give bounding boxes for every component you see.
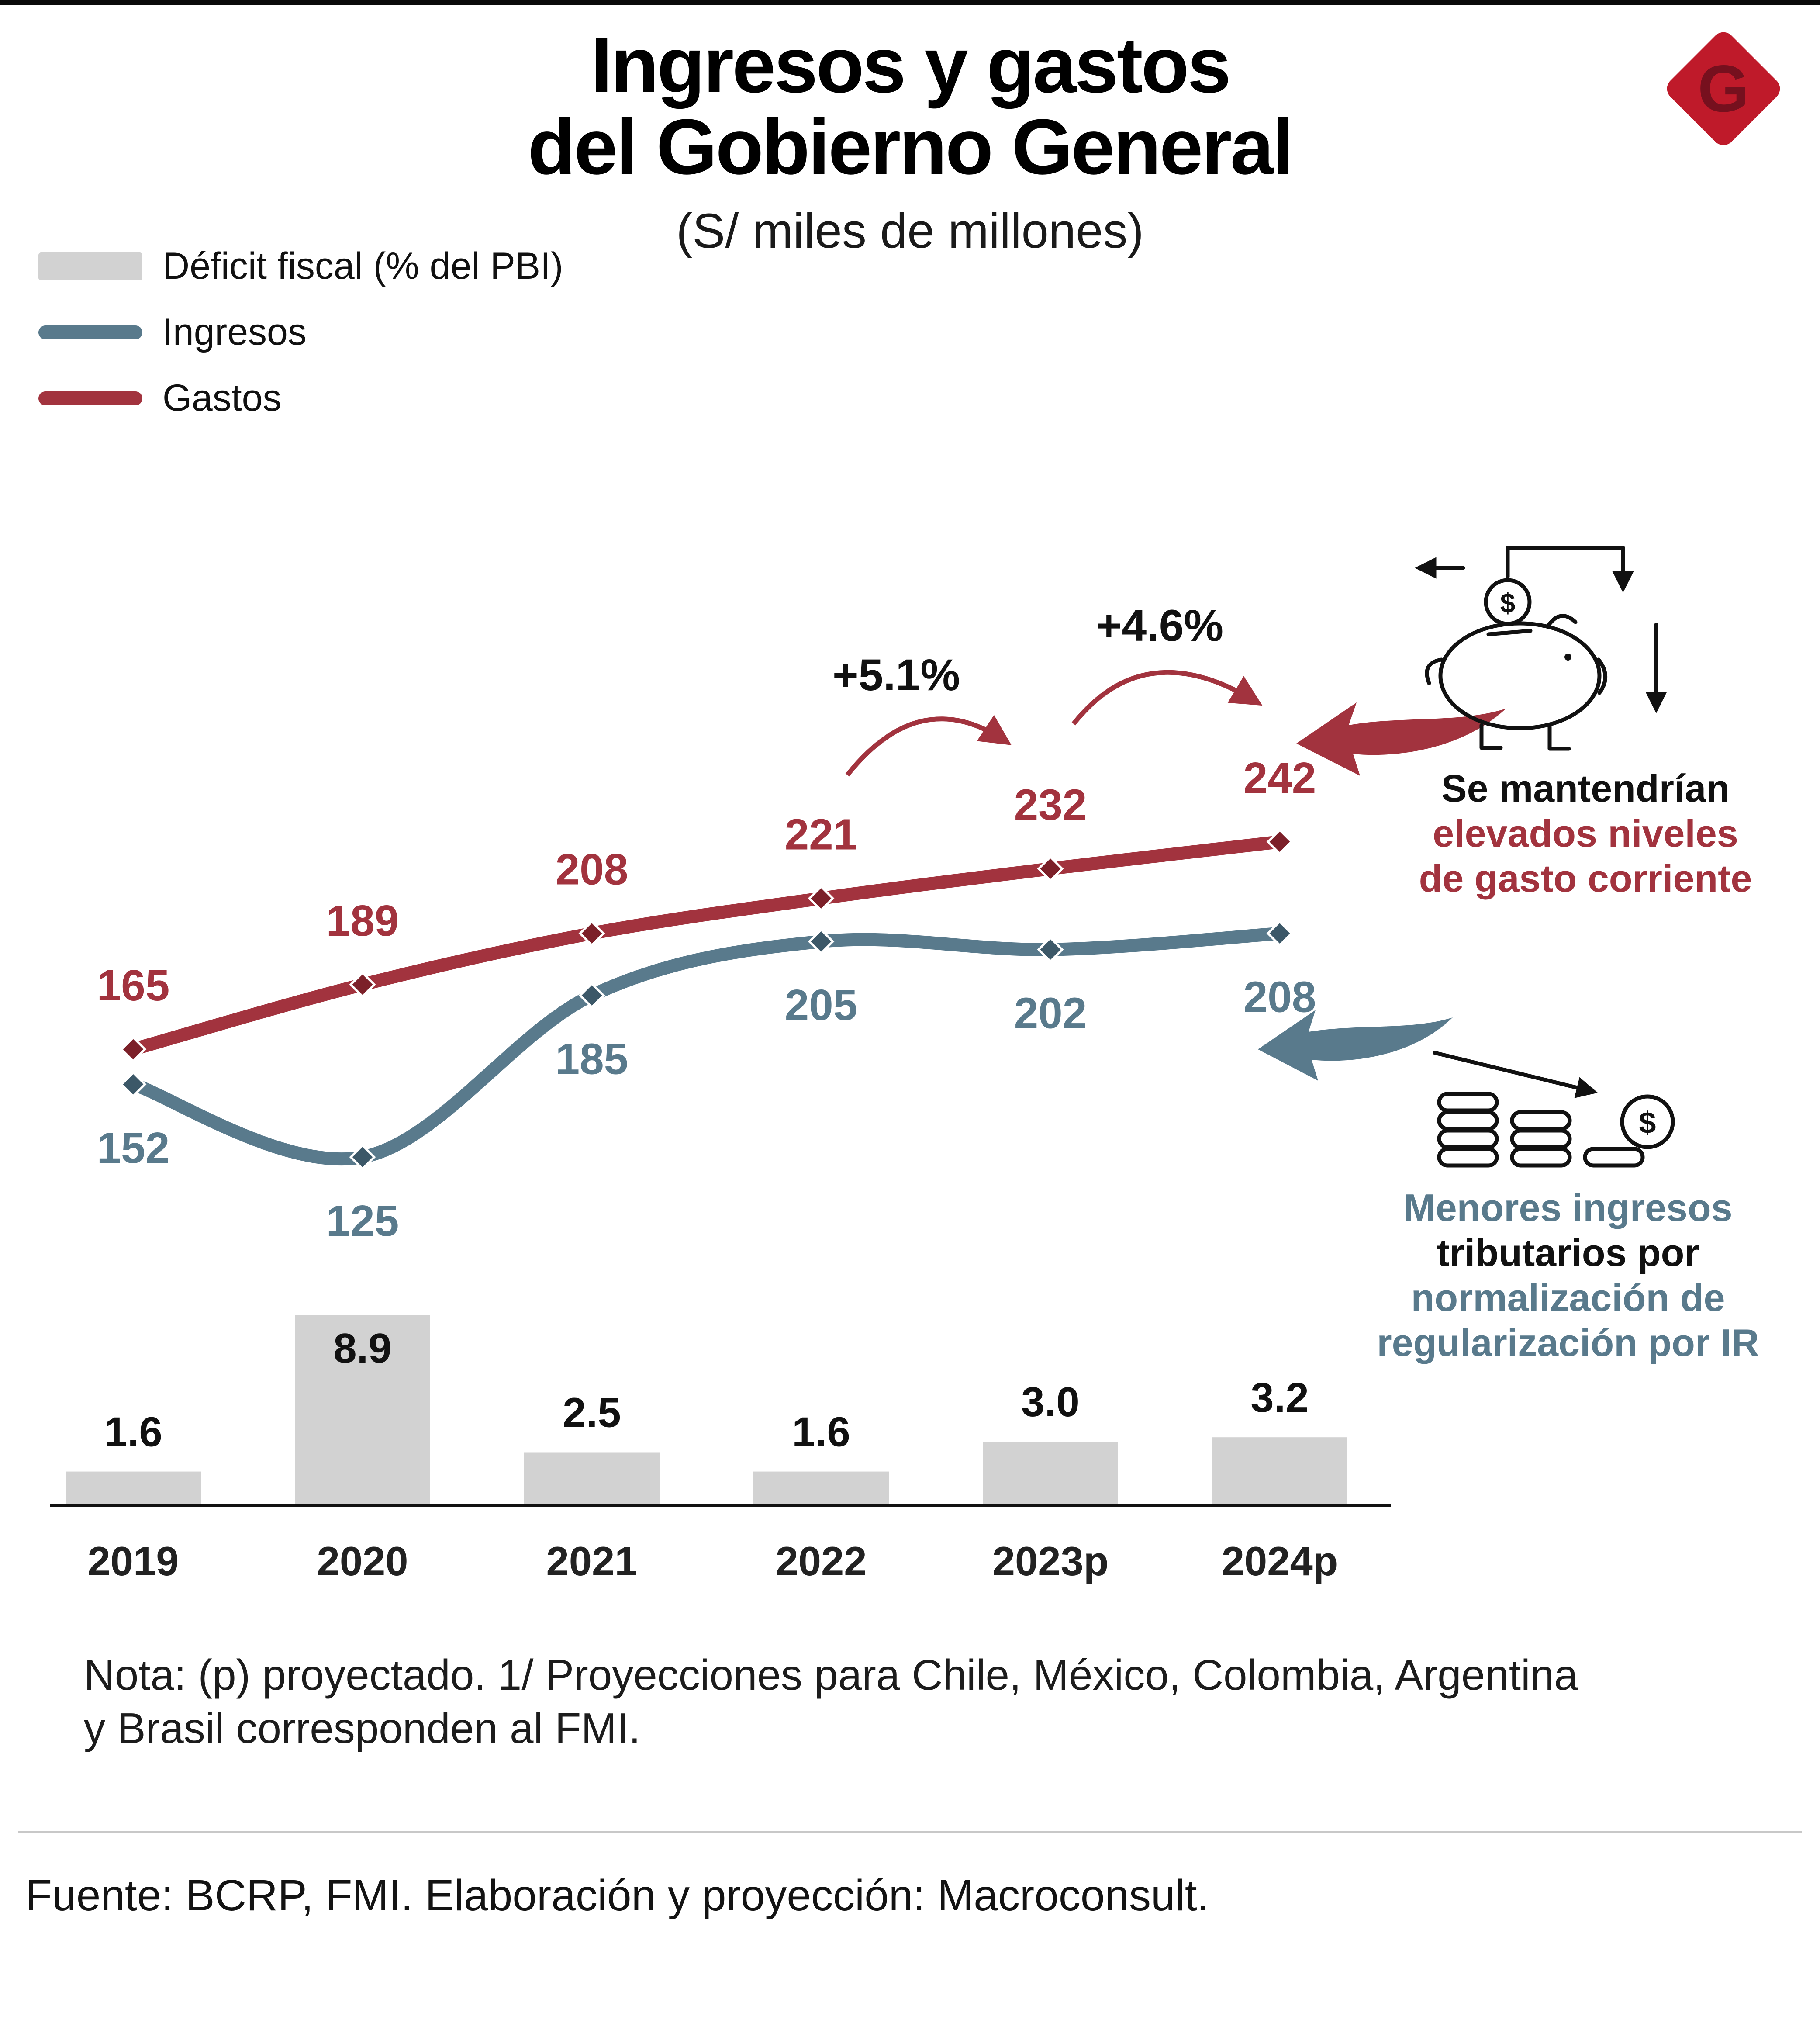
gastos-callout-arrow <box>1296 702 1506 776</box>
deficit-bar <box>295 1315 430 1506</box>
deficit-bar-value: 1.6 <box>792 1409 850 1456</box>
growth-label: +5.1% <box>832 650 960 700</box>
deficit-bar <box>753 1471 889 1506</box>
divider-line <box>18 1831 1802 1833</box>
x-axis-label: 2024p <box>1222 1538 1338 1584</box>
growth-arrow <box>1071 670 1263 726</box>
legend-label-gastos: Gastos <box>162 377 282 419</box>
title-line-1: Ingresos y gastos <box>591 21 1231 109</box>
combo-chart: 1.6 8.9 2.5 1.6 3.0 3.2 2019 2020 2021 2022 2023p 2… <box>50 546 1675 1584</box>
gastos-value-label: 242 <box>1243 754 1316 802</box>
gastos-point <box>120 1036 147 1063</box>
deficit-bar <box>983 1442 1118 1506</box>
labels-layer: 1.6 8.9 2.5 1.6 3.0 3.2 2019 2020 2021 2022 2023p 2… <box>87 754 1338 1584</box>
ingresos-value-label: 125 <box>326 1197 399 1245</box>
gastos-point <box>1266 828 1293 855</box>
gastos-value-label: 165 <box>97 961 170 1010</box>
ingresos-point <box>349 1144 376 1171</box>
gastos-callout-line: elevados niveles <box>1433 811 1738 855</box>
footnote: Nota: (p) proyectado. 1/ Proyecciones pa… <box>84 1651 1578 1752</box>
gastos-value-label: 232 <box>1014 781 1087 830</box>
ingresos-callout-line: normalización de <box>1411 1276 1725 1319</box>
piggy-bank-icon: $ <box>1415 546 1667 751</box>
gastos-callout-line: Se mantendrían <box>1441 767 1730 810</box>
deficit-bar-swatch <box>38 252 142 280</box>
ingresos-value-label: 202 <box>1014 989 1087 1038</box>
ingresos-line <box>127 927 1286 1166</box>
ingresos-value-label: 185 <box>556 1035 629 1084</box>
title-line-2: del Gobierno General <box>528 103 1294 191</box>
deficit-bar-value: 3.2 <box>1250 1374 1309 1421</box>
ingresos-point <box>1037 936 1064 963</box>
gastos-point <box>808 885 835 912</box>
ingresos-point <box>1266 920 1293 947</box>
gastos-callout: Se mantendrían elevados niveles de gasto… <box>1358 766 1813 901</box>
ingresos-point <box>578 982 605 1009</box>
ingresos-value-label: 208 <box>1243 973 1316 1022</box>
gastos-point <box>1037 855 1064 882</box>
lines-layer <box>120 828 1293 1171</box>
coin-dollar-glyph: $ <box>1639 1106 1656 1140</box>
deficit-bar-value: 8.9 <box>333 1325 391 1372</box>
x-axis-label: 2021 <box>546 1538 637 1584</box>
x-axis-label: 2020 <box>317 1538 408 1584</box>
source-credit: Fuente: BCRP, FMI. Elaboración y proyecc… <box>25 1871 1209 1920</box>
ingresos-point <box>120 1071 147 1098</box>
x-axis-label: 2019 <box>87 1538 179 1584</box>
logo-letter: G <box>1697 51 1750 126</box>
legend-label-deficit: Déficit fiscal (% del PBI) <box>162 245 563 287</box>
coins-icon: $ <box>1433 1051 1675 1168</box>
deficit-bar <box>524 1452 660 1506</box>
gastos-value-label: 189 <box>326 896 399 945</box>
ingresos-callout-line: regularización por IR <box>1377 1321 1759 1364</box>
growth-label: +4.6% <box>1096 601 1223 650</box>
ingresos-callout: Menores ingresos tributarios por normali… <box>1319 1186 1817 1366</box>
ingresos-line-swatch <box>38 325 142 339</box>
gastos-callout-line: de gasto corriente <box>1419 856 1752 900</box>
gastos-value-label: 208 <box>556 845 629 894</box>
legend-item-ingresos: Ingresos <box>38 311 563 354</box>
gastos-line-swatch <box>38 391 142 405</box>
x-axis-label: 2023p <box>992 1538 1109 1584</box>
gastos-point <box>578 920 605 947</box>
deficit-bar-value: 2.5 <box>563 1390 621 1436</box>
gastos-line <box>127 835 1286 1056</box>
ingresos-callout-line: Menores ingresos <box>1403 1186 1733 1229</box>
page-title: Ingresos y gastos del Gobierno General <box>0 24 1820 188</box>
legend-item-gastos: Gastos <box>38 377 563 420</box>
gastos-point <box>349 971 376 998</box>
deficit-bar <box>1212 1437 1347 1506</box>
ingresos-callout-arrow <box>1258 1010 1453 1081</box>
x-axis-label: 2022 <box>775 1538 867 1584</box>
ingresos-callout-line: tributarios por <box>1437 1231 1699 1274</box>
ingresos-value-label: 205 <box>785 981 858 1030</box>
legend: Déficit fiscal (% del PBI) Ingresos Gast… <box>38 245 563 420</box>
ingresos-value-label: 152 <box>97 1124 170 1172</box>
gastos-value-label: 221 <box>785 810 858 859</box>
deficit-bar <box>66 1471 201 1506</box>
deficit-bar-value: 1.6 <box>104 1409 162 1456</box>
growth-arrow <box>845 715 1012 777</box>
page-subtitle: (S/ miles de millones) <box>676 204 1144 258</box>
piggy-dollar-glyph: $ <box>1500 588 1515 619</box>
legend-item-deficit: Déficit fiscal (% del PBI) <box>38 245 563 288</box>
legend-label-ingresos: Ingresos <box>162 311 307 353</box>
ingresos-point <box>808 928 835 955</box>
deficit-bars-layer <box>50 1315 1391 1507</box>
growth-annotations-layer: +5.1% +4.6% <box>832 601 1263 777</box>
deficit-bar-value: 3.0 <box>1021 1379 1079 1425</box>
